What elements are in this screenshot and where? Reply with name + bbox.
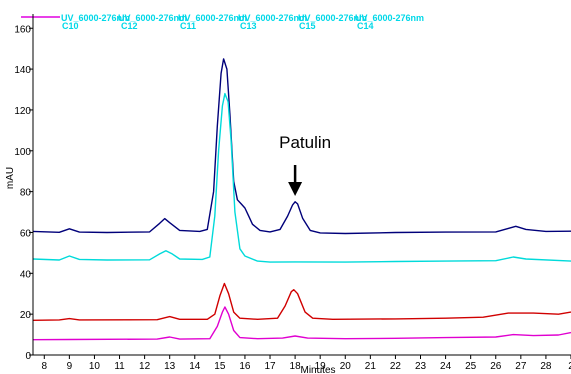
legend-entry: UV_6000-276nm — [298, 13, 367, 23]
patulin-annotation: Patulin — [279, 133, 331, 196]
x-tick-label: 13 — [164, 361, 176, 372]
annotation-arrowhead — [288, 182, 303, 196]
legend-entry: UV_6000-276nm — [238, 13, 307, 23]
x-tick-label: 8 — [42, 361, 48, 372]
x-tick-label: 14 — [189, 361, 201, 372]
x-tick-label: 26 — [490, 361, 502, 372]
x-tick-label: 20 — [340, 361, 352, 372]
x-tick-label: 19 — [315, 361, 327, 372]
x-axis-label: Minutes — [300, 365, 335, 374]
y-tick-label: 140 — [14, 65, 31, 76]
legend-entry: UV_6000-276nm — [118, 13, 187, 23]
y-tick-label: 20 — [20, 310, 32, 321]
x-tick-label: 24 — [440, 361, 452, 372]
legend-entry: UV_6000-276nm — [178, 13, 247, 23]
y-tick-label: 80 — [20, 188, 32, 199]
x-tick-label: 18 — [290, 361, 302, 372]
legend-sample-label: C15 — [299, 21, 316, 31]
x-tick-label: 12 — [139, 361, 151, 372]
x-tick-label: 10 — [89, 361, 101, 372]
legend-sample-label: C14 — [357, 21, 374, 31]
legend-entry: UV_6000-276nm — [61, 13, 130, 23]
legend-sample-label: C11 — [180, 21, 196, 31]
x-tick-label: 15 — [214, 361, 226, 372]
x-tick-label: 28 — [540, 361, 552, 372]
y-tick-label: 120 — [14, 106, 31, 117]
y-tick-label: 60 — [20, 228, 32, 239]
y-axis-label: mAU — [5, 167, 16, 189]
x-tick-label: 25 — [465, 361, 477, 372]
series-line-3 — [32, 282, 571, 321]
y-tick-label: 40 — [20, 269, 32, 280]
axes: 0 20 40 60 80 100 120 140 160 8 9 10 11 12 13 14 15 16 17 1… — [14, 14, 571, 372]
annotation-label: Patulin — [279, 133, 331, 152]
series-line-1 — [32, 58, 571, 235]
y-tick-label: 0 — [25, 351, 31, 362]
x-tick-label: 9 — [67, 361, 73, 372]
x-tick-label: 2 — [568, 361, 571, 372]
y-tick-label: 100 — [14, 147, 31, 158]
x-tick-label: 17 — [264, 361, 276, 372]
x-tick-label: 21 — [365, 361, 377, 372]
legend: UV_6000-276nmUV_6000-276nmUV_6000-276nmU… — [21, 13, 424, 31]
x-tick-label: 27 — [515, 361, 527, 372]
series-line-2 — [32, 92, 571, 263]
x-tick-label: 11 — [114, 361, 125, 372]
legend-sample-label: C10 — [62, 21, 79, 31]
legend-entry: UV_6000-276nm — [355, 13, 424, 23]
x-tick-label: 23 — [415, 361, 427, 372]
y-tick-label: 160 — [14, 24, 31, 35]
series-line-4 — [32, 306, 571, 341]
legend-sample-label: C12 — [121, 21, 138, 31]
legend-sample-label: C13 — [240, 21, 257, 31]
plot-area — [32, 58, 571, 341]
x-tick-label: 16 — [239, 361, 251, 372]
x-tick-label: 22 — [390, 361, 402, 372]
